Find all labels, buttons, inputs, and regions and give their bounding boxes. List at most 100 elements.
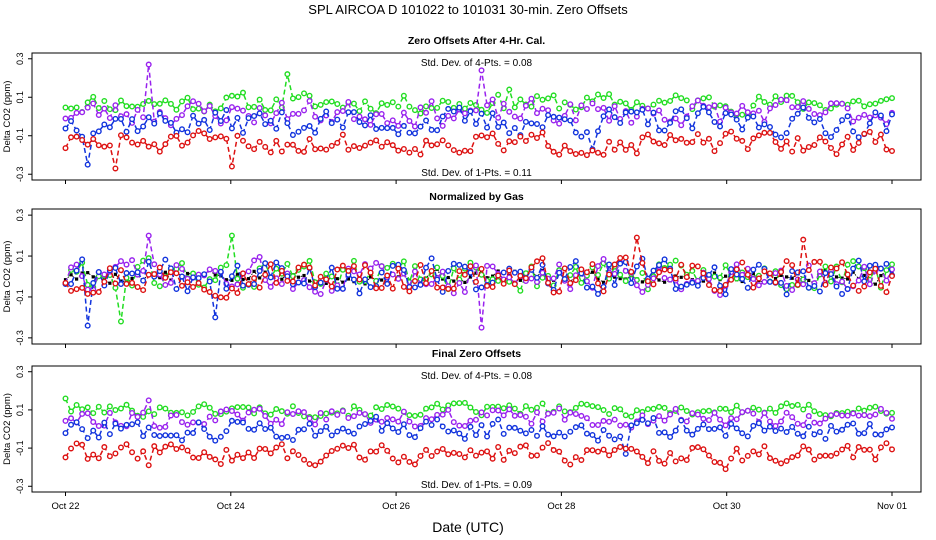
data-point — [273, 96, 280, 103]
data-point — [434, 276, 441, 283]
data-point — [733, 261, 740, 268]
data-point — [661, 266, 668, 273]
data-point — [545, 440, 552, 447]
data-point — [789, 92, 796, 99]
data-point — [84, 141, 91, 148]
plot-frame — [31, 52, 922, 181]
data-point — [362, 262, 369, 269]
data-point — [839, 259, 846, 266]
data-point — [434, 115, 441, 122]
data-point — [101, 121, 108, 128]
data-point — [350, 116, 357, 123]
data-point — [511, 450, 518, 457]
data-point — [190, 274, 197, 281]
series-blue — [62, 103, 896, 168]
data-point — [866, 413, 873, 420]
data-point — [423, 418, 430, 425]
data-point — [739, 126, 746, 133]
data-point — [861, 446, 868, 453]
data-point — [667, 132, 674, 139]
data-point — [267, 424, 274, 431]
data-point — [106, 431, 113, 438]
data-point — [145, 408, 152, 415]
data-point — [212, 134, 219, 141]
data-point — [883, 409, 890, 416]
data-point — [772, 131, 779, 138]
data-point — [201, 286, 208, 293]
data-point — [112, 102, 119, 109]
data-point — [844, 133, 851, 140]
data-point — [489, 420, 496, 427]
data-point — [384, 280, 391, 287]
data-point — [206, 126, 213, 133]
data-point — [583, 447, 590, 454]
data-point — [722, 110, 729, 117]
data-point — [484, 134, 491, 141]
data-point — [434, 400, 441, 407]
data-point — [844, 412, 851, 419]
data-point — [822, 109, 829, 116]
data-point — [511, 269, 518, 276]
data-point — [861, 263, 868, 270]
data-point — [90, 451, 97, 458]
data-point — [656, 97, 663, 104]
data-point — [572, 129, 579, 136]
data-point — [661, 429, 668, 436]
data-point — [373, 137, 380, 144]
data-point — [484, 403, 491, 410]
data-point — [539, 96, 546, 103]
data-point — [633, 234, 640, 241]
data-point — [350, 430, 357, 437]
data-point — [694, 444, 701, 451]
data-point — [633, 150, 640, 157]
data-point — [251, 275, 258, 282]
data-point — [495, 140, 502, 147]
data-point — [267, 411, 274, 418]
data-point — [273, 125, 280, 132]
data-point — [289, 436, 296, 443]
data-point — [689, 262, 696, 269]
data-point — [672, 137, 679, 144]
data-point — [595, 263, 602, 270]
data-point — [877, 405, 884, 412]
data-point — [223, 294, 230, 301]
y-tick-label: -0.1 — [15, 289, 25, 305]
data-point — [178, 112, 185, 119]
data-point — [590, 270, 595, 274]
data-point — [783, 130, 790, 137]
data-point — [461, 422, 468, 429]
data-point — [783, 409, 790, 416]
data-point — [428, 142, 435, 149]
data-point — [705, 452, 712, 459]
data-point — [567, 101, 574, 108]
data-point — [822, 270, 829, 277]
data-point — [278, 421, 285, 428]
y-tick-label: -0.3 — [15, 166, 25, 182]
data-point — [301, 456, 308, 463]
data-point — [284, 71, 291, 78]
data-point — [79, 441, 86, 448]
data-point — [301, 124, 308, 131]
data-point — [556, 288, 563, 295]
data-point — [650, 138, 657, 145]
data-point — [245, 404, 252, 411]
data-point — [805, 267, 812, 274]
data-point — [883, 289, 890, 296]
data-point — [667, 97, 674, 104]
data-point — [195, 100, 202, 107]
data-point — [461, 399, 468, 406]
data-point — [572, 151, 579, 158]
data-point — [467, 423, 474, 430]
annotation-top: Std. Dev. of 4-Pts. = 0.08 — [421, 371, 533, 382]
data-point — [844, 271, 851, 278]
data-point — [883, 128, 890, 135]
data-point — [406, 129, 413, 136]
data-point — [461, 435, 468, 442]
data-point — [367, 412, 374, 419]
data-point — [95, 112, 102, 119]
data-point — [561, 457, 568, 464]
data-point — [833, 151, 840, 158]
data-point — [556, 448, 563, 455]
data-point — [611, 114, 618, 121]
data-point — [617, 406, 624, 413]
